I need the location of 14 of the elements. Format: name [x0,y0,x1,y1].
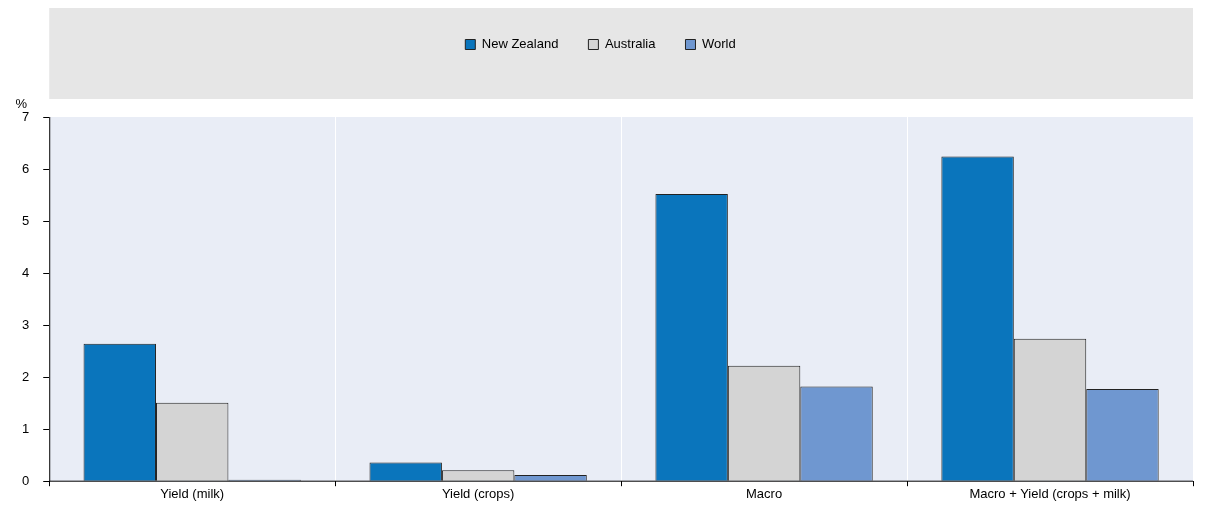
x-tick-label: Macro + Yield (crops + milk) [969,485,1131,501]
x-tick-label: Yield (milk) [160,485,225,501]
legend-label: New Zealand [481,36,559,52]
y-tick-label: 0 [22,472,30,488]
legend-label: World [701,36,736,52]
y-tick-label: 1 [22,420,30,436]
y-tick-label: 3 [22,316,30,332]
y-tick-label: 2 [22,368,30,384]
y-tick-label: 5 [22,212,30,228]
x-tick-label: Macro [746,485,783,501]
y-tick-label: 6 [22,160,30,176]
x-tick-label: Yield (crops) [441,485,515,501]
y-tick-label: 4 [22,264,30,280]
legend-label: Australia [604,36,657,52]
